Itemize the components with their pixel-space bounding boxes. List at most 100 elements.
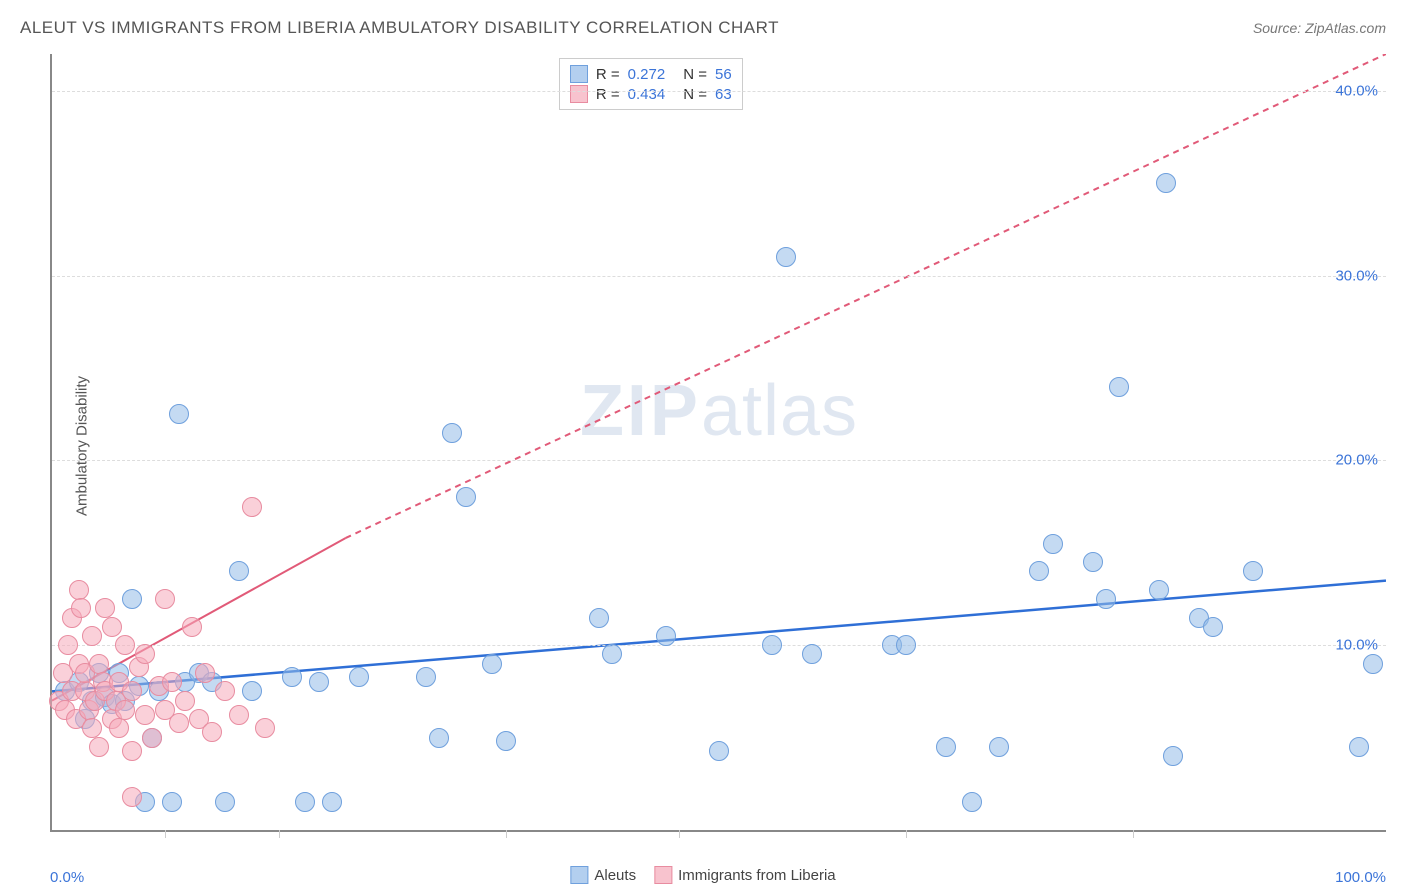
data-point (1363, 654, 1383, 674)
data-point (82, 626, 102, 646)
data-point (936, 737, 956, 757)
data-point (962, 792, 982, 812)
data-point (1149, 580, 1169, 600)
data-point (82, 718, 102, 738)
y-tick-label: 40.0% (1335, 82, 1378, 99)
data-point (1083, 552, 1103, 572)
series-legend: Aleuts Immigrants from Liberia (570, 866, 835, 884)
legend-swatch (570, 85, 588, 103)
data-point (202, 722, 222, 742)
r-label: R = (596, 86, 620, 103)
data-point (656, 626, 676, 646)
stats-row: R = 0.434 N = 63 (570, 85, 732, 103)
data-point (1029, 561, 1049, 581)
data-point (1043, 534, 1063, 554)
data-point (349, 667, 369, 687)
stats-box: R = 0.272 N = 56 R = 0.434 N = 63 (559, 58, 743, 110)
data-point (89, 654, 109, 674)
data-point (309, 672, 329, 692)
r-label: R = (596, 66, 620, 83)
legend-label: Immigrants from Liberia (678, 867, 836, 884)
legend-label: Aleuts (594, 867, 636, 884)
n-value: 56 (715, 66, 732, 83)
trend-lines (52, 54, 1386, 830)
legend-item: Immigrants from Liberia (654, 866, 836, 884)
data-point (89, 737, 109, 757)
r-value: 0.434 (628, 86, 666, 103)
data-point (122, 681, 142, 701)
data-point (1109, 377, 1129, 397)
data-point (71, 598, 91, 618)
data-point (229, 705, 249, 725)
data-point (989, 737, 1009, 757)
stats-row: R = 0.272 N = 56 (570, 65, 732, 83)
x-minor-tick (279, 830, 280, 838)
legend-item: Aleuts (570, 866, 636, 884)
data-point (122, 787, 142, 807)
data-point (122, 589, 142, 609)
gridline-h (52, 276, 1386, 277)
data-point (242, 681, 262, 701)
legend-swatch (570, 866, 588, 884)
data-point (896, 635, 916, 655)
n-label: N = (683, 86, 707, 103)
data-point (482, 654, 502, 674)
data-point (195, 663, 215, 683)
chart-title: ALEUT VS IMMIGRANTS FROM LIBERIA AMBULAT… (20, 18, 779, 38)
gridline-h (52, 460, 1386, 461)
x-tick-max: 100.0% (1335, 869, 1386, 886)
data-point (109, 718, 129, 738)
data-point (429, 728, 449, 748)
gridline-h (52, 645, 1386, 646)
data-point (58, 635, 78, 655)
scatter-chart: ZIPatlas R = 0.272 N = 56 R = 0.434 N = … (50, 54, 1386, 832)
data-point (1349, 737, 1369, 757)
chart-header: ALEUT VS IMMIGRANTS FROM LIBERIA AMBULAT… (20, 18, 1386, 38)
data-point (162, 672, 182, 692)
data-point (169, 404, 189, 424)
data-point (589, 608, 609, 628)
y-tick-label: 20.0% (1335, 452, 1378, 469)
data-point (215, 681, 235, 701)
data-point (295, 792, 315, 812)
data-point (282, 667, 302, 687)
data-point (115, 700, 135, 720)
chart-source: Source: ZipAtlas.com (1253, 20, 1386, 36)
data-point (776, 247, 796, 267)
data-point (1203, 617, 1223, 637)
n-value: 63 (715, 86, 732, 103)
data-point (162, 792, 182, 812)
x-minor-tick (165, 830, 166, 838)
data-point (322, 792, 342, 812)
data-point (1163, 746, 1183, 766)
data-point (416, 667, 436, 687)
data-point (709, 741, 729, 761)
data-point (169, 713, 189, 733)
y-tick-label: 10.0% (1335, 637, 1378, 654)
x-minor-tick (679, 830, 680, 838)
data-point (182, 617, 202, 637)
data-point (496, 731, 516, 751)
data-point (762, 635, 782, 655)
r-value: 0.272 (628, 66, 666, 83)
data-point (115, 635, 135, 655)
data-point (102, 617, 122, 637)
data-point (229, 561, 249, 581)
data-point (122, 741, 142, 761)
data-point (242, 497, 262, 517)
data-point (175, 691, 195, 711)
x-minor-tick (1133, 830, 1134, 838)
gridline-h (52, 91, 1386, 92)
legend-swatch (570, 65, 588, 83)
watermark: ZIPatlas (580, 370, 858, 452)
data-point (802, 644, 822, 664)
data-point (95, 598, 115, 618)
x-minor-tick (506, 830, 507, 838)
x-minor-tick (906, 830, 907, 838)
data-point (215, 792, 235, 812)
data-point (135, 705, 155, 725)
data-point (456, 487, 476, 507)
x-tick-min: 0.0% (50, 869, 84, 886)
legend-swatch (654, 866, 672, 884)
y-tick-label: 30.0% (1335, 267, 1378, 284)
